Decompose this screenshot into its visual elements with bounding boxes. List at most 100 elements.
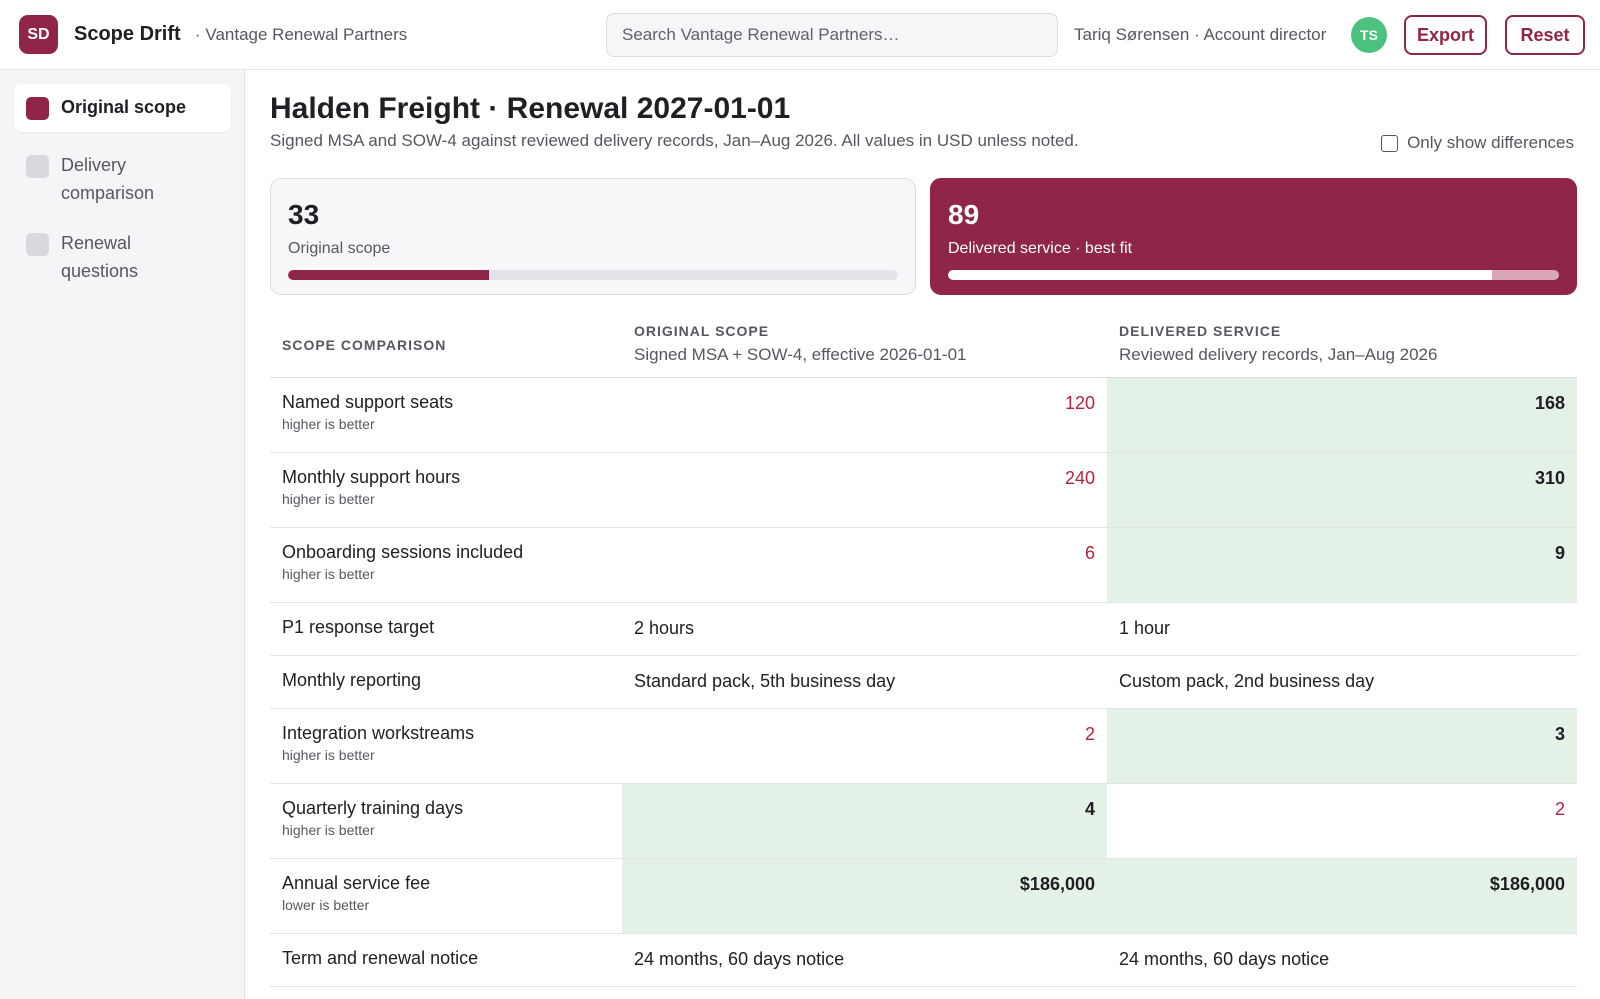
original-value-cell: Standard pack, 5th business day — [622, 656, 1107, 708]
row-label: Quarterly training days — [282, 798, 464, 818]
row-label-cell: P1 response target — [270, 603, 622, 655]
export-button[interactable]: Export — [1404, 15, 1487, 55]
reset-button[interactable]: Reset — [1505, 15, 1585, 55]
search-input[interactable] — [606, 13, 1058, 57]
top-bar: SD Scope Drift · Vantage Renewal Partner… — [0, 0, 1600, 70]
row-label: Term and renewal notice — [282, 948, 479, 968]
row-label-cell: Named support seats higher is better — [270, 378, 622, 452]
original-scope-score: 33 — [288, 199, 320, 230]
sidebar-item-delivery-comparison[interactable]: Delivery comparison — [14, 142, 214, 219]
original-scope-progress-fill — [288, 270, 490, 280]
table-row: Integration workstreams higher is better… — [270, 709, 1577, 784]
delivered-service-progress-fill — [948, 270, 1492, 280]
original-value: 2 hours — [634, 618, 695, 638]
original-scope-card-label: Original scope — [288, 240, 391, 257]
row-label-cell: Integration workstreams higher is better — [270, 709, 622, 783]
page-title: Halden Freight · Renewal 2027-01-01 — [270, 92, 791, 125]
table-row: Quarterly training days higher is better… — [270, 784, 1577, 859]
original-value: Standard pack, 5th business day — [634, 671, 896, 691]
delivered-value: 168 — [1534, 393, 1565, 413]
table-row: Named support seats higher is better 120… — [270, 378, 1577, 453]
original-value-cell: 6 — [622, 528, 1107, 602]
row-label: P1 response target — [282, 617, 435, 637]
row-hint: higher is better — [282, 566, 375, 582]
original-value-cell: 2 hours — [622, 603, 1107, 655]
sidebar-item-label: Renewal questions — [61, 233, 139, 281]
row-label: Onboarding sessions included — [282, 542, 524, 562]
original-value: 240 — [1064, 468, 1095, 488]
original-value: 2 — [1084, 724, 1095, 744]
delivered-value-cell: 2 — [1107, 784, 1577, 858]
delivered-value-cell: $186,000 — [1107, 859, 1577, 933]
original-value-cell: 240 — [622, 453, 1107, 527]
scope-comparison-table: SCOPE COMPARISON ORIGINAL SCOPE Signed M… — [270, 310, 1577, 987]
original-value-cell: 24 months, 60 days notice — [622, 934, 1107, 986]
delivered-service-progress-bar — [948, 270, 1559, 280]
delivered-value-cell: 9 — [1107, 528, 1577, 602]
sidebar-item-renewal-questions[interactable]: Renewal questions — [14, 220, 214, 297]
original-value: 120 — [1064, 393, 1095, 413]
column-header-delivered-service: DELIVERED SERVICE — [1119, 323, 1282, 339]
row-label-cell: Onboarding sessions included higher is b… — [270, 528, 622, 602]
row-label: Integration workstreams — [282, 723, 475, 743]
column-header-original-scope: ORIGINAL SCOPE — [634, 323, 770, 339]
sidebar-item-original-scope[interactable]: Original scope — [14, 84, 231, 132]
column-desc-delivered-service: Reviewed delivery records, Jan–Aug 2026 — [1119, 345, 1438, 364]
delivered-value-cell: 1 hour — [1107, 603, 1577, 655]
original-value: 6 — [1084, 543, 1095, 563]
only-differences-toggle[interactable]: Only show differences — [1381, 133, 1574, 153]
table-row: Monthly support hours higher is better 2… — [270, 453, 1577, 528]
row-label-cell: Annual service fee lower is better — [270, 859, 622, 933]
table-row: Onboarding sessions included higher is b… — [270, 528, 1577, 603]
only-differences-label: Only show differences — [1407, 133, 1574, 152]
page-subtitle: Signed MSA and SOW-4 against reviewed de… — [270, 131, 1079, 150]
table-row: P1 response target 2 hours 1 hour — [270, 603, 1577, 656]
delivered-value: 2 — [1554, 799, 1565, 819]
app-logo[interactable]: SD — [19, 15, 58, 54]
user-label: Tariq Sørensen · Account director — [1074, 25, 1327, 44]
row-label-cell: Term and renewal notice — [270, 934, 622, 986]
row-hint: higher is better — [282, 416, 375, 432]
row-label: Monthly reporting — [282, 670, 422, 690]
row-hint: lower is better — [282, 897, 370, 913]
row-label: Monthly support hours — [282, 467, 461, 487]
original-value: 24 months, 60 days notice — [634, 949, 845, 969]
delivered-value: 24 months, 60 days notice — [1119, 949, 1330, 969]
sidebar-item-label: Original scope — [61, 97, 187, 117]
table-row: Annual service fee lower is better $186,… — [270, 859, 1577, 934]
avatar[interactable]: TS — [1351, 17, 1387, 53]
delivered-value: 9 — [1554, 543, 1565, 563]
delivered-value-cell: 168 — [1107, 378, 1577, 452]
row-label-cell: Monthly reporting — [270, 656, 622, 708]
sidebar: Original scope Delivery comparison Renew… — [0, 70, 245, 999]
row-hint: higher is better — [282, 491, 375, 507]
original-value: $186,000 — [1019, 874, 1095, 894]
column-header-scope-comparison: SCOPE COMPARISON — [282, 337, 447, 353]
delivered-service-card: 89 Delivered service · best fit — [930, 178, 1577, 295]
nav-square-icon — [26, 155, 49, 178]
delivered-value-cell: Custom pack, 2nd business day — [1107, 656, 1577, 708]
delivered-value: $186,000 — [1489, 874, 1565, 894]
only-differences-checkbox[interactable] — [1381, 134, 1399, 152]
table-row: Term and renewal notice 24 months, 60 da… — [270, 934, 1577, 987]
original-value-cell: 2 — [622, 709, 1107, 783]
delivered-service-score: 89 — [948, 199, 980, 230]
delivered-value: 3 — [1554, 724, 1565, 744]
sidebar-item-label: Delivery comparison — [61, 155, 155, 203]
delivered-value: Custom pack, 2nd business day — [1119, 671, 1375, 691]
delivered-service-card-label: Delivered service · best fit — [948, 240, 1133, 257]
nav-square-icon — [26, 97, 49, 120]
table-header: SCOPE COMPARISON ORIGINAL SCOPE Signed M… — [270, 310, 1577, 378]
table-row: Monthly reporting Standard pack, 5th bus… — [270, 656, 1577, 709]
row-label: Named support seats — [282, 392, 454, 412]
original-scope-progress-bar — [288, 270, 898, 280]
delivered-value-cell: 310 — [1107, 453, 1577, 527]
workspace-name: · Vantage Renewal Partners — [195, 25, 408, 44]
original-value-cell: 120 — [622, 378, 1107, 452]
delivered-value-cell: 3 — [1107, 709, 1577, 783]
app-name: Scope Drift — [74, 23, 181, 45]
row-hint: higher is better — [282, 747, 375, 763]
row-label-cell: Monthly support hours higher is better — [270, 453, 622, 527]
nav-square-icon — [26, 233, 49, 256]
original-value: 4 — [1084, 799, 1095, 819]
